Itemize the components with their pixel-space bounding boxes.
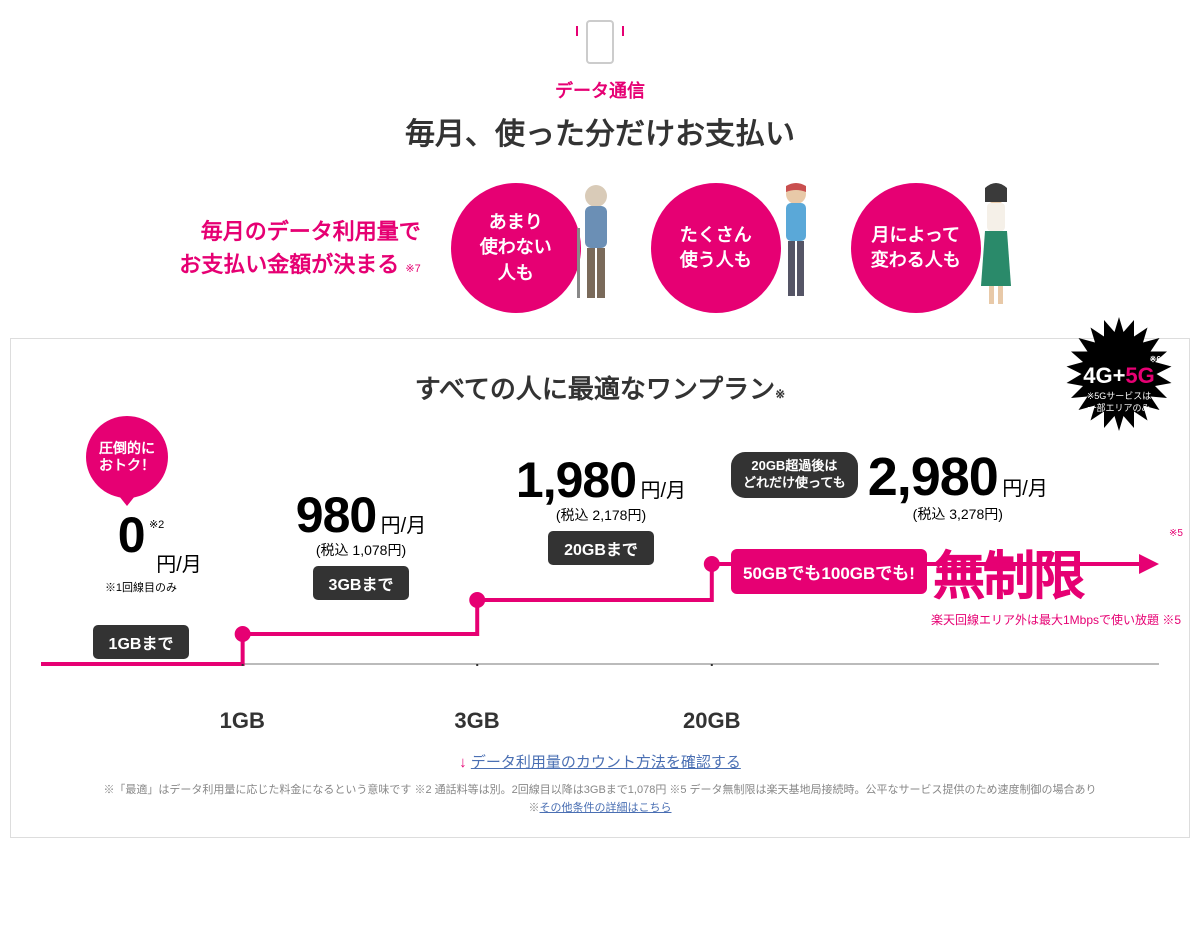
header: データ通信 毎月、使った分だけお支払い <box>0 20 1200 153</box>
persona-label: 月によって 変わる人も <box>871 223 961 273</box>
person-elderly-icon <box>571 178 621 318</box>
persona-label: あまり 使わない 人も <box>480 210 552 286</box>
axis-label-3gb: 3GB <box>454 708 499 734</box>
persona-lead: 毎月のデータ利用量で お支払い金額が決まる ※7 <box>179 215 420 281</box>
persona-item: たくさん 使う人も <box>651 178 821 318</box>
value-badge: 圧倒的に おトク！ <box>86 416 168 498</box>
axis-label-20gb: 20GB <box>683 708 740 734</box>
person-woman-icon <box>971 178 1021 318</box>
footnote-line1: ※「最適」はデータ利用量に応じた料金になるという意味です ※2 通話料等は別。2… <box>61 782 1139 800</box>
unlimited-row: 50GBでも100GBでも! 無制限 ※5 <box>731 534 1181 609</box>
tier4-unit: 円/月 <box>1002 478 1048 500</box>
data-usage-count-link[interactable]: データ利用量のカウント方法を確認する <box>471 754 741 771</box>
starburst-note: ※6 <box>1150 355 1161 364</box>
unlimited-sub: 楽天回線エリア外は最大1Mbpsで使い放題 ※5 <box>731 611 1181 628</box>
persona-lead-line1: 毎月のデータ利用量で <box>201 219 421 244</box>
tier1-subnote: ※1回線目のみ <box>61 579 221 595</box>
axis-label-1gb: 1GB <box>220 708 265 734</box>
tier3-price: 1,980 <box>516 451 636 509</box>
persona-circle: 月によって 変わる人も <box>851 183 981 313</box>
tier1-price: 0 <box>118 506 145 564</box>
tier2-limit: 3GBまで <box>313 566 410 600</box>
tier2-unit: 円/月 <box>381 515 427 537</box>
network-starburst-badge: 4G+5G ※6 ※5Gサービスは 一部エリアのみ <box>1044 314 1194 464</box>
starburst-line2: ※5Gサービスは 一部エリアのみ <box>1083 391 1155 414</box>
persona-label: たくさん 使う人も <box>680 223 752 273</box>
axis: 1GB 3GB 20GB <box>41 696 1159 736</box>
tier-3: 1,980 円/月 (税込 2,178円) 20GBまで <box>486 451 716 565</box>
pricing-step-chart: 圧倒的に おトク！ 0 ※2 円/月 ※1回線目のみ 1GBまで 980 円/月… <box>41 446 1159 736</box>
tier4-overflow: 20GB超過後は どれだけ使っても <box>731 452 858 498</box>
footer-link-row: ↓ データ利用量のカウント方法を確認する <box>41 751 1159 772</box>
tier3-limit: 20GBまで <box>548 531 654 565</box>
persona-row: 毎月のデータ利用量で お支払い金額が決まる ※7 あまり 使わない 人も たくさ… <box>0 178 1200 318</box>
header-title: 毎月、使った分だけお支払い <box>0 109 1200 153</box>
tier-1: 0 ※2 円/月 ※1回線目のみ 1GBまで <box>61 506 221 659</box>
persona-lead-note: ※7 <box>405 263 420 275</box>
plan-title-note: ※ <box>775 387 785 401</box>
unlimited-text: 無制限 <box>933 534 1083 609</box>
tier-4: 20GB超過後は どれだけ使っても 2,980 円/月 (税込 3,278円) … <box>731 446 1181 628</box>
persona-lead-line2: お支払い金額が決まる <box>179 252 399 277</box>
arrow-down-icon: ↓ <box>459 754 467 771</box>
tier3-unit: 円/月 <box>641 480 687 502</box>
persona-item: 月によって 変わる人も <box>851 178 1021 318</box>
plan-title: すべての人に最適なワンプラン※ <box>41 369 1159 406</box>
tier2-tax: (税込 1,078円) <box>251 540 471 560</box>
tier4-price: 2,980 <box>868 446 998 508</box>
tier1-price-sup: ※2 <box>149 519 164 531</box>
footnote-prefix: ※ <box>529 802 540 814</box>
tier1-unit: 円/月 <box>156 554 202 576</box>
tier-2: 980 円/月 (税込 1,078円) 3GBまで <box>251 486 471 600</box>
other-conditions-link[interactable]: その他条件の詳細はこちら <box>540 802 672 814</box>
header-subtitle: データ通信 <box>0 77 1200 103</box>
person-young-icon <box>771 178 821 318</box>
phone-outline-icon <box>586 20 614 64</box>
tier1-limit: 1GBまで <box>93 625 190 659</box>
starburst-4g: 4G+ <box>1083 363 1125 388</box>
plan-title-text: すべての人に最適なワンプラン <box>415 374 775 404</box>
plan-box: 4G+5G ※6 ※5Gサービスは 一部エリアのみ すべての人に最適なワンプラン… <box>10 338 1190 838</box>
tier2-price: 980 <box>296 486 376 544</box>
starburst-5g: 5G <box>1125 363 1154 388</box>
persona-circle: たくさん 使う人も <box>651 183 781 313</box>
persona-item: あまり 使わない 人も <box>451 178 621 318</box>
unlimited-note: ※5 <box>1169 528 1183 539</box>
unlimited-pill: 50GBでも100GBでも! <box>731 549 927 594</box>
persona-circle: あまり 使わない 人も <box>451 183 581 313</box>
starburst-line1: 4G+5G ※6 <box>1083 363 1155 389</box>
footnotes: ※「最適」はデータ利用量に応じた料金になるという意味です ※2 通話料等は別。2… <box>41 782 1159 817</box>
